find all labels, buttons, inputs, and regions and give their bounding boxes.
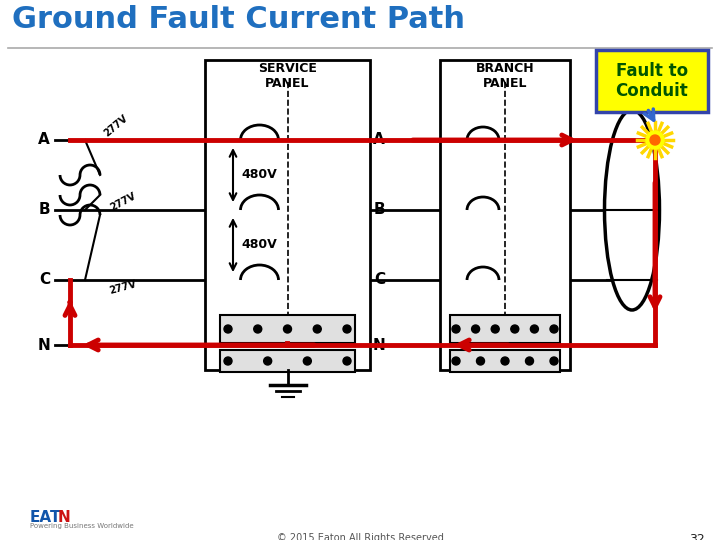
- Circle shape: [550, 325, 558, 333]
- Circle shape: [253, 325, 262, 333]
- FancyBboxPatch shape: [596, 50, 708, 112]
- Circle shape: [472, 325, 480, 333]
- Circle shape: [510, 325, 519, 333]
- Text: Fault to
Conduit: Fault to Conduit: [616, 62, 688, 100]
- Circle shape: [501, 357, 509, 365]
- Text: N: N: [58, 510, 71, 525]
- Circle shape: [224, 325, 232, 333]
- Text: 277V: 277V: [108, 280, 138, 296]
- Circle shape: [303, 357, 311, 365]
- Text: Powering Business Worldwide: Powering Business Worldwide: [30, 523, 134, 529]
- Text: B: B: [374, 202, 385, 218]
- Text: SERVICE
PANEL: SERVICE PANEL: [258, 62, 317, 90]
- Text: C: C: [39, 273, 50, 287]
- Circle shape: [343, 357, 351, 365]
- Circle shape: [264, 357, 271, 365]
- Circle shape: [477, 357, 485, 365]
- Text: © 2015 Eaton All Rights Reserved: © 2015 Eaton All Rights Reserved: [276, 533, 444, 540]
- Circle shape: [224, 357, 232, 365]
- Circle shape: [526, 357, 534, 365]
- Text: A: A: [38, 132, 50, 147]
- Circle shape: [646, 131, 664, 149]
- Text: N: N: [37, 338, 50, 353]
- Bar: [450, 315, 560, 343]
- Circle shape: [550, 357, 558, 365]
- Bar: [220, 315, 355, 343]
- Text: 480V: 480V: [241, 239, 276, 252]
- Text: Ground Fault Current Path: Ground Fault Current Path: [12, 5, 465, 34]
- Text: 480V: 480V: [241, 168, 276, 181]
- Circle shape: [284, 325, 292, 333]
- Text: B: B: [38, 202, 50, 218]
- Text: 32: 32: [689, 533, 705, 540]
- Circle shape: [491, 325, 499, 333]
- Text: 277V: 277V: [102, 113, 130, 139]
- Bar: [440, 60, 570, 370]
- Text: C: C: [374, 273, 385, 287]
- Circle shape: [452, 357, 460, 365]
- Text: N: N: [372, 338, 385, 353]
- Text: EAT: EAT: [30, 510, 61, 525]
- Circle shape: [313, 325, 321, 333]
- Bar: [220, 350, 355, 372]
- Bar: [450, 350, 560, 372]
- Text: A: A: [373, 132, 385, 147]
- Circle shape: [452, 325, 460, 333]
- Circle shape: [650, 135, 660, 145]
- Text: 277V: 277V: [108, 191, 138, 213]
- Ellipse shape: [605, 110, 660, 310]
- Circle shape: [343, 325, 351, 333]
- Bar: [205, 60, 370, 370]
- Circle shape: [531, 325, 539, 333]
- Text: BRANCH
PANEL: BRANCH PANEL: [476, 62, 534, 90]
